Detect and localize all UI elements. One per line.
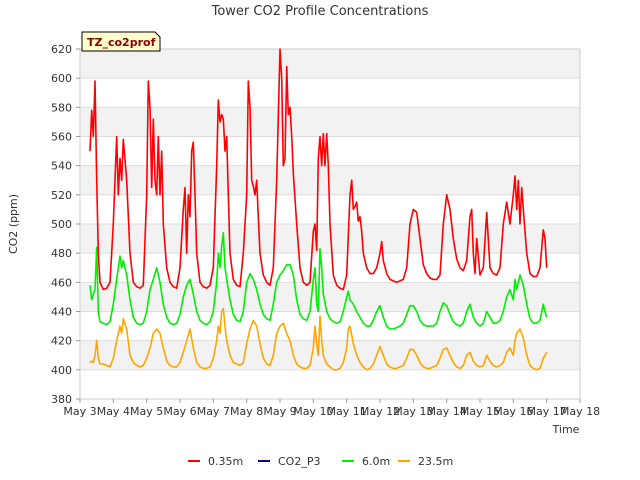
x-tick-label: May 16	[493, 405, 533, 418]
y-tick-label: 460	[51, 276, 72, 289]
legend-label: CO2_P3	[278, 455, 320, 468]
x-tick-label: May 4	[97, 405, 130, 418]
x-tick-label: May 18	[560, 405, 600, 418]
badge-shape	[81, 31, 161, 52]
legend-label: 23.5m	[418, 455, 453, 468]
y-tick-label: 440	[51, 306, 72, 319]
y-axis: 380 400 420 440 460 480 500 520 540 560 580 600 620	[51, 43, 80, 406]
grid-band	[80, 49, 580, 79]
series-line-0-35m	[89, 48, 548, 291]
y-tick-label: 500	[51, 218, 72, 231]
y-tick-label: 480	[51, 247, 72, 260]
x-tick-label: May 8	[230, 405, 263, 418]
x-tick-label: May 14	[427, 405, 467, 418]
legend-label: 0.35m	[208, 455, 243, 468]
site-badge: TZ_co2prof	[81, 31, 161, 52]
series-line-6-0m	[89, 232, 548, 330]
chart-title: Tower CO2 Profile Concentrations	[211, 4, 429, 19]
y-axis-label: CO2 (ppm)	[7, 194, 20, 254]
x-tick-label: May 9	[263, 405, 296, 418]
x-tick-label: May 17	[527, 405, 567, 418]
y-tick-label: 560	[51, 131, 72, 144]
y-tick-label: 540	[51, 160, 72, 173]
series-layer	[89, 48, 548, 371]
y-tick-label: 620	[51, 43, 72, 56]
badge-label: TZ_co2prof	[87, 36, 156, 49]
y-tick-label: 420	[51, 335, 72, 348]
y-tick-label: 580	[51, 101, 72, 114]
x-tick-label: May 12	[360, 405, 400, 418]
legend: 0.35m CO2_P3 6.0m 23.5m	[188, 455, 453, 468]
y-tick-label: 600	[51, 72, 72, 85]
x-tick-label: May 13	[393, 405, 433, 418]
y-tick-label: 380	[51, 393, 72, 406]
grid-band	[80, 107, 580, 137]
x-tick-label: May 7	[197, 405, 230, 418]
x-axis-label: Time	[552, 423, 580, 436]
legend-label: 6.0m	[362, 455, 390, 468]
x-tick-label: May 5	[130, 405, 163, 418]
y-tick-label: 520	[51, 189, 72, 202]
x-tick-label: May 6	[163, 405, 196, 418]
x-tick-label: May 11	[327, 405, 367, 418]
y-tick-label: 400	[51, 364, 72, 377]
series-line-23-5m	[89, 307, 548, 371]
x-tick-label: May 15	[460, 405, 500, 418]
x-tick-label: May 10	[293, 405, 333, 418]
x-tick-label: May 3	[63, 405, 96, 418]
